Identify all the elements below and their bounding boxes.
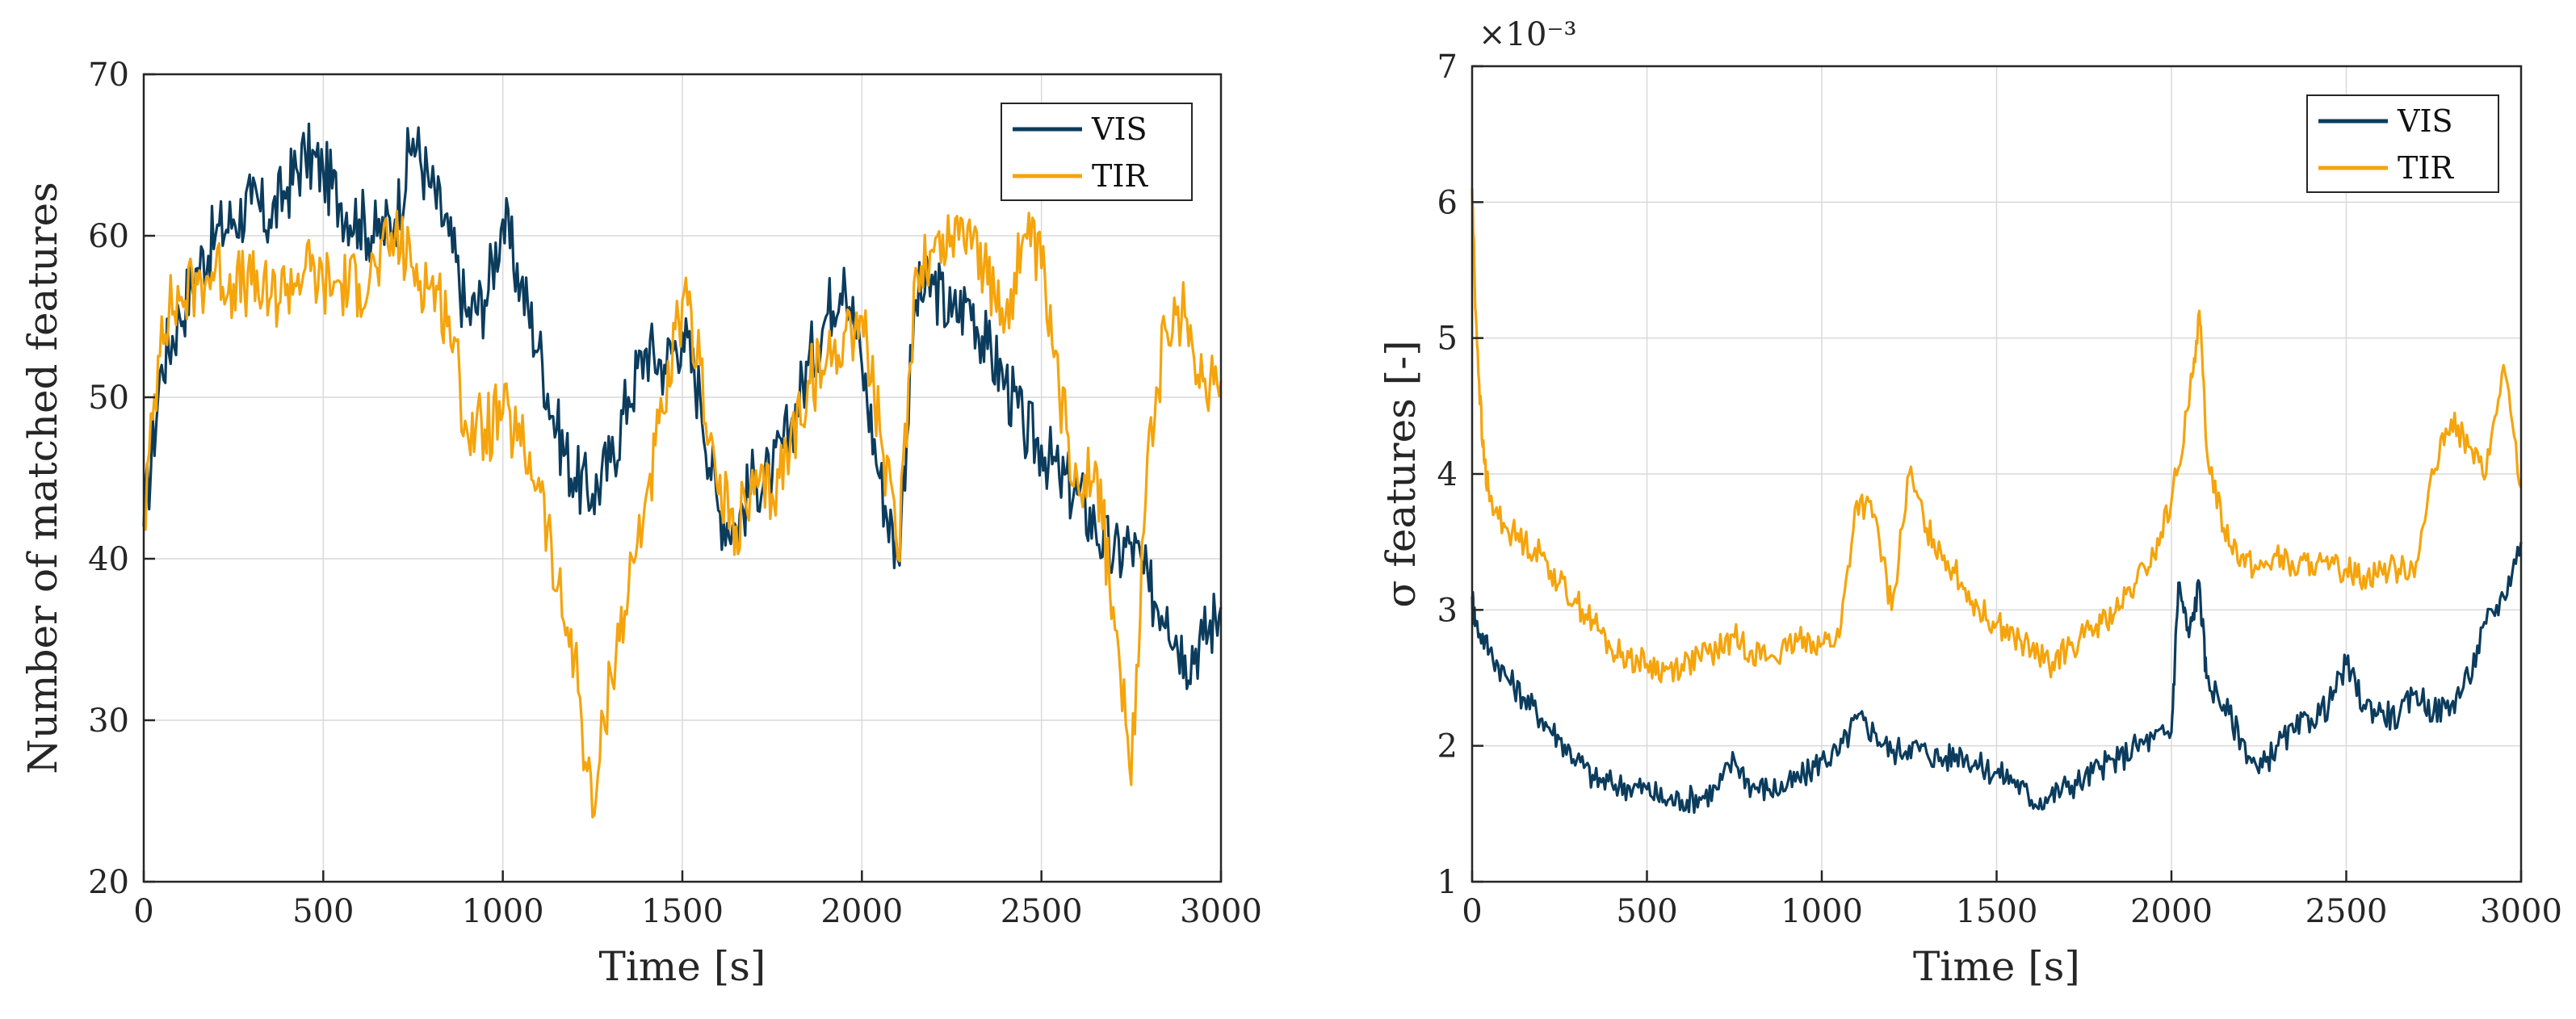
y-tick-label: 70	[88, 57, 129, 94]
x-tick-label: 2500	[1001, 893, 1083, 930]
left-y-axis-label: Number of matched features	[19, 182, 66, 774]
y-tick-label: 3	[1437, 592, 1458, 629]
left-series-lines	[142, 122, 1223, 819]
left-legend-tir-label: TIR	[1092, 158, 1148, 194]
y-tick-label: 1	[1437, 864, 1458, 901]
y-tick-label: 7	[1437, 48, 1458, 86]
right-y-exponent-label: ×10⁻³	[1479, 16, 1577, 53]
y-tick-label: 60	[88, 218, 129, 255]
right-series-lines	[1471, 188, 2523, 814]
right-legend-vis-label: VIS	[2397, 103, 2453, 139]
y-tick-label: 4	[1437, 456, 1458, 493]
left-x-axis-label: Time [s]	[599, 943, 766, 990]
y-tick-label: 2	[1437, 728, 1458, 765]
right-legend-tir-label: TIR	[2398, 150, 2454, 186]
y-tick-label: 40	[88, 541, 129, 578]
x-tick-label: 3000	[1180, 893, 1262, 930]
series-line-vis	[1471, 541, 2523, 814]
chart-right: 0 500 1000 1500 2000 2500 3000 1 2 3 4 5 6 7 ×10⁻³ T…	[1378, 16, 2562, 990]
left-legend: VIS TIR	[1001, 103, 1193, 201]
x-tick-label: 500	[292, 893, 354, 930]
x-tick-label: 0	[133, 893, 153, 930]
x-tick-label: 2000	[820, 893, 903, 930]
chart-left: 0 500 1000 1500 2000 2500 3000 20 30 40 50 60 70 Ti…	[19, 57, 1262, 990]
x-tick-label: 500	[1616, 893, 1677, 930]
x-tick-label: 1000	[1781, 893, 1863, 930]
right-y-axis-label: σ features [-]	[1378, 340, 1424, 607]
x-tick-label: 1000	[462, 893, 544, 930]
x-tick-label: 1500	[641, 893, 724, 930]
series-line-tir	[142, 209, 1223, 819]
y-tick-label: 6	[1437, 184, 1458, 221]
right-x-ticks: 0 500 1000 1500 2000 2500 3000	[1462, 870, 2562, 930]
left-legend-box	[1001, 103, 1193, 201]
x-tick-label: 3000	[2480, 893, 2562, 930]
x-tick-label: 2500	[2305, 893, 2388, 930]
left-legend-vis-label: VIS	[1091, 111, 1147, 147]
right-x-axis-label: Time [s]	[1913, 943, 2080, 990]
right-legend-box	[2306, 94, 2499, 193]
left-x-ticks: 0 500 1000 1500 2000 2500 3000	[133, 870, 1262, 930]
x-tick-label: 0	[1462, 893, 1482, 930]
y-tick-label: 5	[1437, 321, 1458, 358]
x-tick-label: 1500	[1956, 893, 2038, 930]
y-tick-label: 50	[88, 380, 129, 417]
y-tick-label: 30	[88, 702, 129, 740]
right-legend: VIS TIR	[2306, 94, 2499, 193]
right-y-ticks: 1 2 3 4 5 6 7	[1437, 48, 1483, 901]
y-tick-label: 20	[88, 864, 129, 901]
x-tick-label: 2000	[2130, 893, 2213, 930]
left-y-ticks: 20 30 40 50 60 70	[88, 57, 155, 901]
series-line-tir	[1471, 188, 2523, 684]
